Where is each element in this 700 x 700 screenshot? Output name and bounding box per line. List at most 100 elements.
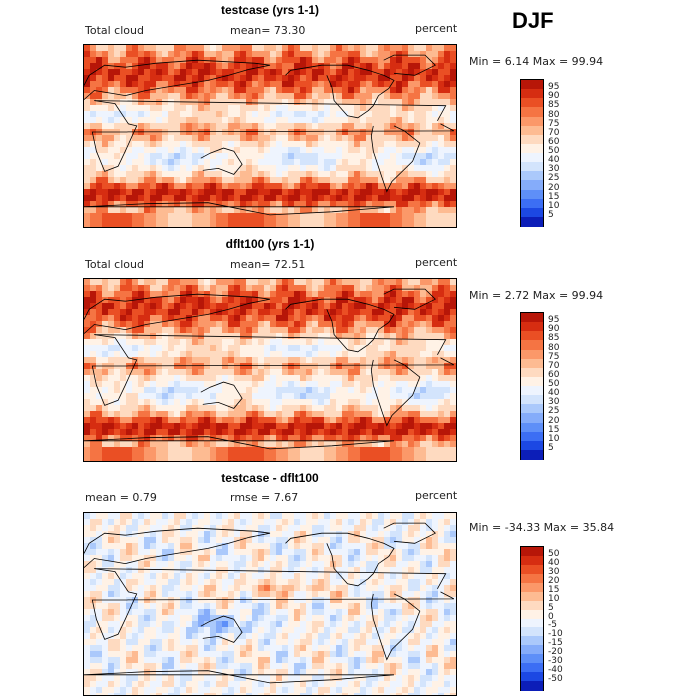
map-cell (192, 555, 199, 562)
map-cell (120, 585, 127, 592)
map-cell (150, 117, 157, 124)
map-cell (156, 57, 163, 64)
map-cell (348, 93, 355, 100)
map-cell (264, 135, 271, 142)
map-cell (414, 597, 421, 604)
map-cell (264, 225, 271, 227)
map-cell (204, 129, 211, 136)
map-cell (444, 441, 451, 448)
map-cell (450, 459, 456, 461)
map-cell (300, 87, 307, 94)
map-cell (216, 339, 223, 346)
map-cell (360, 357, 367, 364)
map-cell (102, 435, 109, 442)
map-cell (264, 375, 271, 382)
map-cell (258, 573, 265, 580)
map-cell (276, 609, 283, 616)
map-cell (360, 147, 367, 154)
map-cell (162, 561, 169, 568)
map-cell (306, 99, 313, 106)
map-cell (216, 297, 223, 304)
map-cell (420, 375, 427, 382)
map-cell (378, 69, 385, 76)
map-cell (150, 309, 157, 316)
map-cell (432, 327, 439, 334)
map-cell (144, 63, 151, 70)
map-cell (450, 69, 456, 76)
map-cell (150, 381, 157, 388)
map-cell (234, 327, 241, 334)
map-cell (426, 195, 433, 202)
map-cell (414, 141, 421, 148)
map-cell (294, 213, 301, 220)
map-cell (270, 321, 277, 328)
map-cell (252, 315, 259, 322)
map-cell (90, 537, 97, 544)
map-cell (150, 561, 157, 568)
map-cell (174, 171, 181, 178)
map-cell (426, 297, 433, 304)
map-cell (408, 105, 415, 112)
map-cell (444, 279, 451, 286)
map-cell (432, 285, 439, 292)
map-cell (318, 573, 325, 580)
map-cell (384, 177, 391, 184)
map-cell (156, 45, 163, 52)
map-cell (162, 57, 169, 64)
map-cell (276, 381, 283, 388)
map-cell (450, 363, 456, 370)
map-cell (96, 525, 103, 532)
map-cell (402, 591, 409, 598)
map-cell (378, 549, 385, 556)
map-cell (246, 549, 253, 556)
coastline (383, 54, 436, 76)
colorbar-segment (521, 422, 543, 433)
map-cell (90, 525, 97, 532)
map-cell (108, 429, 115, 436)
map-cell (126, 447, 133, 454)
map-cell (354, 105, 361, 112)
map-cell (330, 573, 337, 580)
map-cell (390, 153, 397, 160)
map-cell (126, 303, 133, 310)
map-cell (414, 333, 421, 340)
map-cell (228, 351, 235, 358)
map-cell (390, 537, 397, 544)
map-cell (180, 519, 187, 526)
map-cell (180, 555, 187, 562)
map-cell (342, 171, 349, 178)
map-cell (150, 399, 157, 406)
map-cell (138, 453, 145, 460)
map-cell (168, 357, 175, 364)
map-cell (366, 171, 373, 178)
map-cell (426, 435, 433, 442)
map-cell (204, 435, 211, 442)
map-cell (234, 597, 241, 604)
map-cell (96, 441, 103, 448)
map-cell (84, 381, 91, 388)
map-cell (444, 87, 451, 94)
map-cell (276, 519, 283, 526)
map-cell (450, 297, 456, 304)
map-cell (138, 411, 145, 418)
map-cell (168, 93, 175, 100)
map-cell (300, 135, 307, 142)
map-cell (138, 69, 145, 76)
map-cell (324, 291, 331, 298)
map-cell (126, 453, 133, 460)
map-cell (216, 561, 223, 568)
map-cell (198, 183, 205, 190)
map-cell (252, 165, 259, 172)
map-cell (264, 117, 271, 124)
map-cell (114, 171, 121, 178)
map-cell (288, 567, 295, 574)
map-cell (318, 381, 325, 388)
map-cell (84, 585, 91, 592)
map-cell (120, 177, 127, 184)
map-cell (402, 345, 409, 352)
map-cell (138, 147, 145, 154)
map-cell (318, 447, 325, 454)
map-cell (192, 183, 199, 190)
map-cell (114, 399, 121, 406)
map-cell (288, 363, 295, 370)
